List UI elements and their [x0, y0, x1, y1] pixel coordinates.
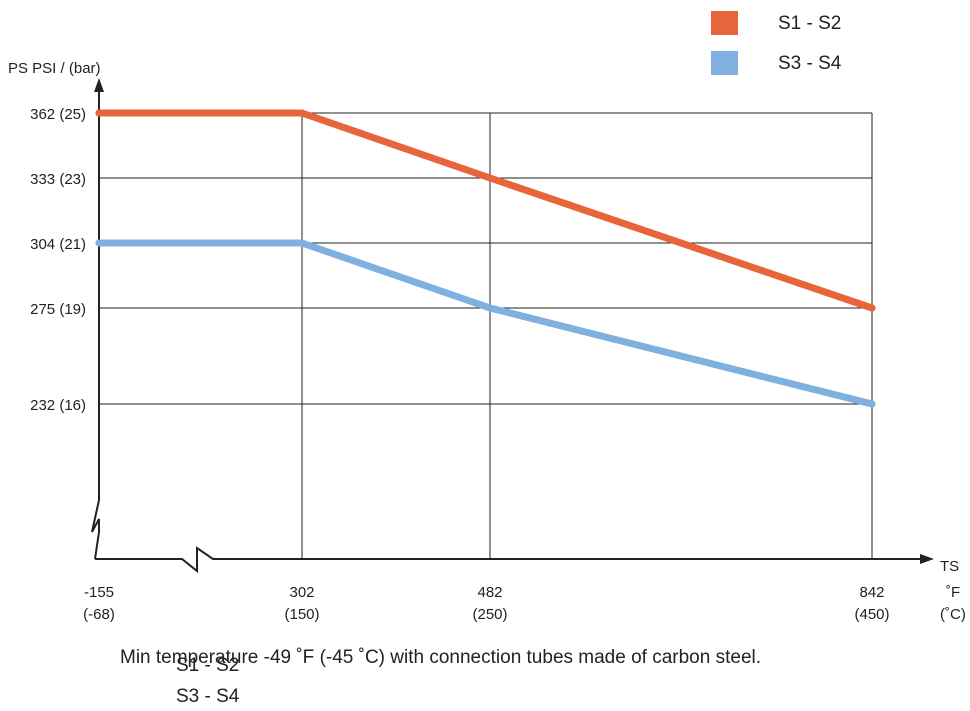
legend-label-1: S1 - S2 [778, 13, 841, 34]
y-tick-label-232: 232 (16) [30, 397, 86, 414]
series-1-point-0 [95, 109, 103, 117]
legend: S1 - S2 S3 - S4 [711, 11, 842, 75]
x-axis-arrow [920, 554, 934, 564]
x-tick-label-c-302: (150) [284, 606, 319, 623]
series-1-point-1 [298, 109, 306, 117]
y-tick-label-362: 362 (25) [30, 106, 86, 123]
x-tick-label-f--155: -155 [84, 584, 114, 601]
series-1-point-2 [486, 174, 494, 182]
x-axis-title-ts: TS [940, 558, 959, 575]
series-2-point-1 [298, 239, 306, 247]
legend-repeat-s1-s2: S1 - S2 [176, 655, 240, 676]
footnote: Min temperature -49 ˚F (-45 ˚C) with con… [120, 647, 762, 668]
x-tick-label-f-482: 482 [477, 584, 502, 601]
y-tick-label-304: 304 (21) [30, 236, 86, 253]
axes [91, 78, 934, 574]
labels-layer: 232 (16) 275 (19) 304 (21) 333 (23) 362 (25)… [8, 60, 966, 623]
x-tick-label-c-482: (250) [472, 606, 507, 623]
series-line-2 [95, 239, 876, 408]
x-tick-label-c-842: (450) [854, 606, 889, 623]
x-axis-title-c: (˚C) [940, 606, 966, 623]
series-1-point-3 [868, 304, 876, 312]
series-2-point-0 [95, 239, 103, 247]
legend-swatch-1 [711, 11, 738, 35]
y-tick-label-275: 275 (19) [30, 301, 86, 318]
series-layer [95, 109, 876, 408]
y-tick-label-333: 333 (23) [30, 171, 86, 188]
legend-label-2: S3 - S4 [778, 53, 842, 74]
x-tick-label-f-842: 842 [859, 584, 884, 601]
series-2-point-2 [486, 304, 494, 312]
x-tick-label-f-302: 302 [289, 584, 314, 601]
x-axis [95, 546, 925, 574]
legend-swatch-2 [711, 51, 738, 75]
y-axis [91, 113, 100, 560]
series-line-1 [95, 109, 876, 312]
x-axis-title-f: ˚F [946, 584, 960, 601]
y-axis-title: PS PSI / (bar) [8, 60, 101, 77]
series-2-point-3 [868, 400, 876, 408]
legend-repeat-s3-s4: S3 - S4 [176, 686, 240, 707]
y-axis-arrow [94, 78, 104, 92]
x-tick-label-c--155: (-68) [83, 606, 115, 623]
